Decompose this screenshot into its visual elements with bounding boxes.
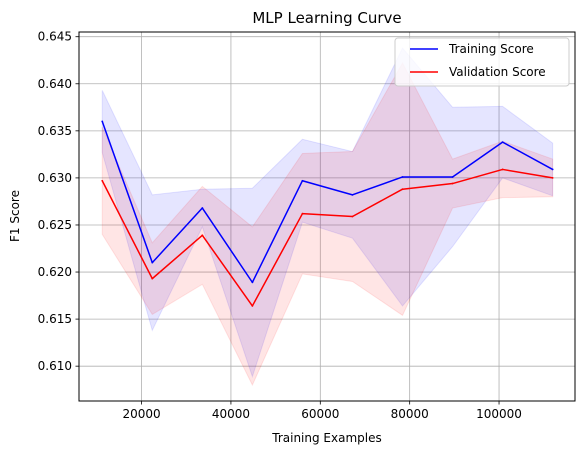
confidence-bands xyxy=(101,47,554,387)
y-tick-label: 0.615 xyxy=(38,312,72,326)
validation-score-point xyxy=(251,305,254,307)
training-score-point xyxy=(351,193,354,196)
axis-ticks: 20000 40000 60000 80000 100000 0.610 0.615 0.62… xyxy=(38,30,522,421)
series-lines xyxy=(101,120,554,307)
y-tick-label: 0.625 xyxy=(38,218,72,232)
y-tick-label: 0.620 xyxy=(38,265,72,279)
legend-label-training: Training Score xyxy=(448,42,534,56)
y-tick-label: 0.645 xyxy=(38,30,72,44)
x-tick-label: 60000 xyxy=(301,407,339,421)
validation-score-point xyxy=(501,168,504,171)
legend-box xyxy=(394,37,570,87)
grid xyxy=(79,32,575,401)
training-score-point xyxy=(301,179,304,182)
validation-score-point xyxy=(101,179,104,182)
y-axis-label: F1 Score xyxy=(8,190,22,242)
y-tick-label: 0.640 xyxy=(38,77,72,91)
validation-score-line xyxy=(101,168,553,307)
x-tick-label: 40000 xyxy=(212,407,250,421)
plot-frame xyxy=(78,31,576,402)
training-score-point xyxy=(551,168,554,171)
chart-title: MLP Learning Curve xyxy=(252,9,401,27)
training-score-band xyxy=(101,47,554,379)
x-tick-label: 80000 xyxy=(391,407,429,421)
legend: Training Score Validation Score xyxy=(394,37,570,87)
y-tick-label: 0.610 xyxy=(38,359,72,373)
training-score-point xyxy=(401,176,404,178)
legend-label-validation: Validation Score xyxy=(449,65,546,79)
validation-score-band xyxy=(101,62,554,387)
validation-score-point xyxy=(351,215,354,218)
validation-score-point xyxy=(401,188,404,191)
x-tick-label: 100000 xyxy=(476,407,522,421)
validation-score-point xyxy=(151,277,154,280)
training-score-point xyxy=(501,141,504,144)
training-score-point xyxy=(101,120,104,123)
x-tick-label: 20000 xyxy=(122,407,160,421)
y-tick-label: 0.635 xyxy=(38,124,72,138)
training-score-line xyxy=(101,121,554,284)
validation-score-point xyxy=(551,177,554,179)
training-score-point xyxy=(251,281,254,284)
validation-score-point xyxy=(451,182,454,185)
x-axis-label: Training Examples xyxy=(271,431,381,445)
y-tick-label: 0.630 xyxy=(38,171,72,185)
validation-score-point xyxy=(201,234,204,237)
training-score-point xyxy=(451,176,454,178)
training-score-point xyxy=(201,207,204,209)
validation-score-point xyxy=(301,212,304,215)
training-score-point xyxy=(151,261,154,264)
